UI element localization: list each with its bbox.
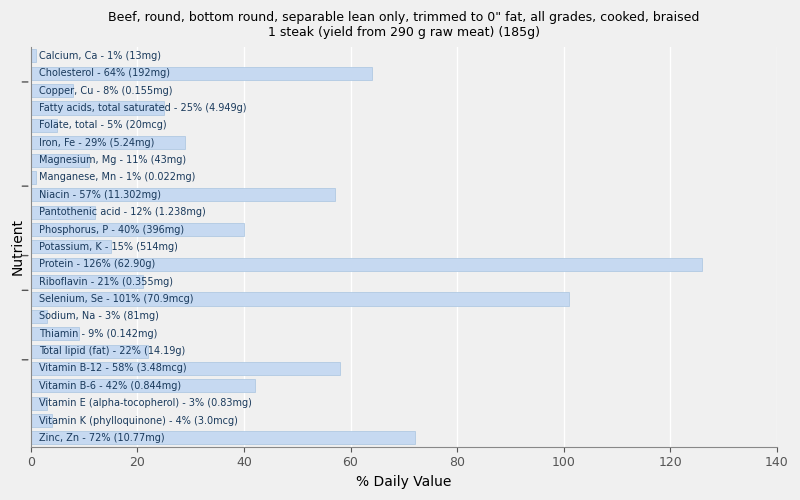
Bar xyxy=(30,327,78,340)
Bar xyxy=(30,67,372,80)
Text: Fatty acids, total saturated - 25% (4.949g): Fatty acids, total saturated - 25% (4.94… xyxy=(38,103,246,113)
Bar xyxy=(30,432,414,444)
Bar xyxy=(30,84,74,97)
Text: Folate, total - 5% (20mcg): Folate, total - 5% (20mcg) xyxy=(38,120,166,130)
Bar xyxy=(30,171,36,184)
Text: Vitamin B-6 - 42% (0.844mg): Vitamin B-6 - 42% (0.844mg) xyxy=(38,381,181,391)
Bar xyxy=(30,136,186,149)
Bar xyxy=(30,380,254,392)
Text: Selenium, Se - 101% (70.9mcg): Selenium, Se - 101% (70.9mcg) xyxy=(38,294,193,304)
Text: Protein - 126% (62.90g): Protein - 126% (62.90g) xyxy=(38,260,155,270)
Title: Beef, round, bottom round, separable lean only, trimmed to 0" fat, all grades, c: Beef, round, bottom round, separable lea… xyxy=(108,11,699,39)
Text: Iron, Fe - 29% (5.24mg): Iron, Fe - 29% (5.24mg) xyxy=(38,138,154,147)
Y-axis label: Nutrient: Nutrient xyxy=(11,218,25,276)
Bar xyxy=(30,275,142,288)
Bar xyxy=(30,102,164,114)
Bar xyxy=(30,154,90,166)
Bar xyxy=(30,188,334,202)
Text: Potassium, K - 15% (514mg): Potassium, K - 15% (514mg) xyxy=(38,242,178,252)
Bar xyxy=(30,414,52,427)
Text: Sodium, Na - 3% (81mg): Sodium, Na - 3% (81mg) xyxy=(38,312,158,322)
Text: Riboflavin - 21% (0.355mg): Riboflavin - 21% (0.355mg) xyxy=(38,276,173,286)
Text: Copper, Cu - 8% (0.155mg): Copper, Cu - 8% (0.155mg) xyxy=(38,86,172,96)
Bar xyxy=(30,362,340,375)
Text: Manganese, Mn - 1% (0.022mg): Manganese, Mn - 1% (0.022mg) xyxy=(38,172,195,182)
Bar xyxy=(30,206,94,218)
Bar xyxy=(30,223,244,236)
Bar xyxy=(30,344,148,358)
Bar xyxy=(30,292,569,306)
Text: Pantothenic acid - 12% (1.238mg): Pantothenic acid - 12% (1.238mg) xyxy=(38,207,206,217)
Bar xyxy=(30,119,58,132)
Text: Phosphorus, P - 40% (396mg): Phosphorus, P - 40% (396mg) xyxy=(38,224,184,234)
Text: Thiamin - 9% (0.142mg): Thiamin - 9% (0.142mg) xyxy=(38,328,157,338)
Bar xyxy=(30,396,46,409)
Bar xyxy=(30,240,110,254)
X-axis label: % Daily Value: % Daily Value xyxy=(356,475,451,489)
Text: Vitamin K (phylloquinone) - 4% (3.0mcg): Vitamin K (phylloquinone) - 4% (3.0mcg) xyxy=(38,416,238,426)
Text: Vitamin B-12 - 58% (3.48mcg): Vitamin B-12 - 58% (3.48mcg) xyxy=(38,364,186,374)
Text: Cholesterol - 64% (192mg): Cholesterol - 64% (192mg) xyxy=(38,68,170,78)
Text: Zinc, Zn - 72% (10.77mg): Zinc, Zn - 72% (10.77mg) xyxy=(38,433,164,443)
Text: Vitamin E (alpha-tocopherol) - 3% (0.83mg): Vitamin E (alpha-tocopherol) - 3% (0.83m… xyxy=(38,398,251,408)
Text: Niacin - 57% (11.302mg): Niacin - 57% (11.302mg) xyxy=(38,190,161,200)
Bar xyxy=(30,258,702,271)
Text: Calcium, Ca - 1% (13mg): Calcium, Ca - 1% (13mg) xyxy=(38,51,161,61)
Text: Total lipid (fat) - 22% (14.19g): Total lipid (fat) - 22% (14.19g) xyxy=(38,346,185,356)
Bar xyxy=(30,310,46,323)
Text: Magnesium, Mg - 11% (43mg): Magnesium, Mg - 11% (43mg) xyxy=(38,155,186,165)
Bar xyxy=(30,50,36,62)
